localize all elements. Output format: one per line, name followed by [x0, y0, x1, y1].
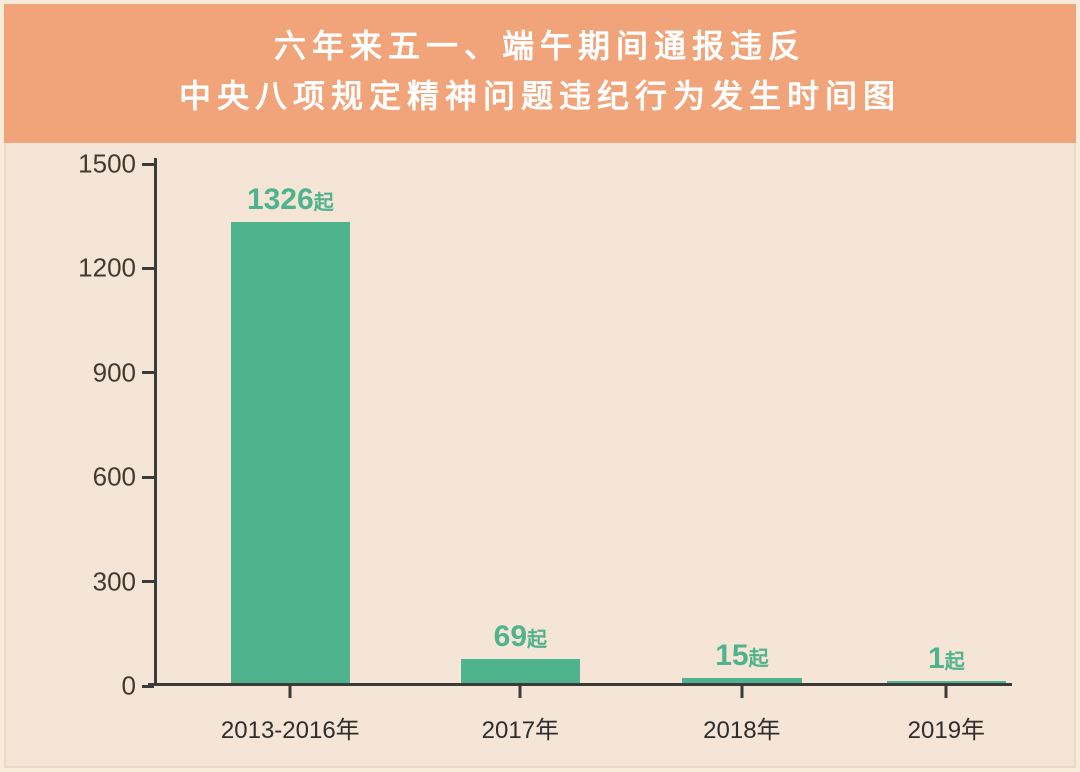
chart-title-line-2: 中央八项规定精神问题违纪行为发生时间图 [4, 72, 1076, 122]
plot-region: 030060090012001500 1326起2013-2016年69起201… [154, 164, 1006, 686]
y-tick [142, 163, 154, 166]
infographic-frame: 六年来五一、端午期间通报违反 中央八项规定精神问题违纪行为发生时间图 0 300 6… [0, 0, 1080, 772]
bar-value-unit: 起 [945, 651, 965, 673]
y-tick [142, 580, 154, 583]
x-category-label: 2013-2016年 [221, 710, 360, 745]
bar-value-number: 1 [928, 642, 945, 675]
x-tick [945, 686, 948, 698]
chart-title-line-1: 六年来五一、端午期间通报违反 [4, 22, 1076, 72]
bar [682, 678, 801, 683]
bar [887, 681, 1006, 683]
bar-value-number: 1326 [247, 183, 314, 216]
x-category-label: 2019年 [908, 710, 985, 745]
bar-slot: 1起2019年 [887, 164, 1006, 686]
y-tick-label: 0 [122, 671, 136, 702]
y-tick [142, 685, 154, 688]
y-tick [142, 476, 154, 479]
y-tick-label: 1200 [78, 253, 136, 284]
bar [231, 222, 350, 683]
x-category-label: 2017年 [482, 710, 559, 745]
bar-slot: 69起2017年 [461, 164, 580, 686]
bars-container: 1326起2013-2016年 69起2017年 15起2018年 1起2019年 [154, 164, 1006, 686]
bar-value-label: 15起 [623, 639, 862, 673]
bar-value-label: 69起 [401, 620, 640, 654]
y-tick [142, 267, 154, 270]
bar-value-number: 15 [715, 639, 748, 672]
bar-value-unit: 起 [314, 192, 334, 214]
bar-value-number: 69 [494, 620, 527, 653]
bar-value-label: 1起 [827, 642, 1066, 676]
x-tick [289, 686, 292, 698]
y-tick [142, 371, 154, 374]
y-tick-label: 900 [93, 357, 136, 388]
bar-slot: 15起2018年 [682, 164, 801, 686]
bar [461, 659, 580, 683]
y-tick-label: 300 [93, 566, 136, 597]
y-tick-label: 600 [93, 462, 136, 493]
x-tick [740, 686, 743, 698]
bar-value-label: 1326起 [171, 183, 410, 217]
chart-title-banner: 六年来五一、端午期间通报违反 中央八项规定精神问题违纪行为发生时间图 [4, 4, 1076, 143]
chart-area: 030060090012001500 1326起2013-2016年69起201… [44, 154, 1036, 764]
x-tick [519, 686, 522, 698]
x-category-label: 2018年 [703, 710, 780, 745]
bar-slot: 1326起2013-2016年 [231, 164, 350, 686]
bar-value-unit: 起 [527, 629, 547, 651]
bar-value-unit: 起 [749, 648, 769, 670]
y-tick-label: 1500 [78, 149, 136, 180]
